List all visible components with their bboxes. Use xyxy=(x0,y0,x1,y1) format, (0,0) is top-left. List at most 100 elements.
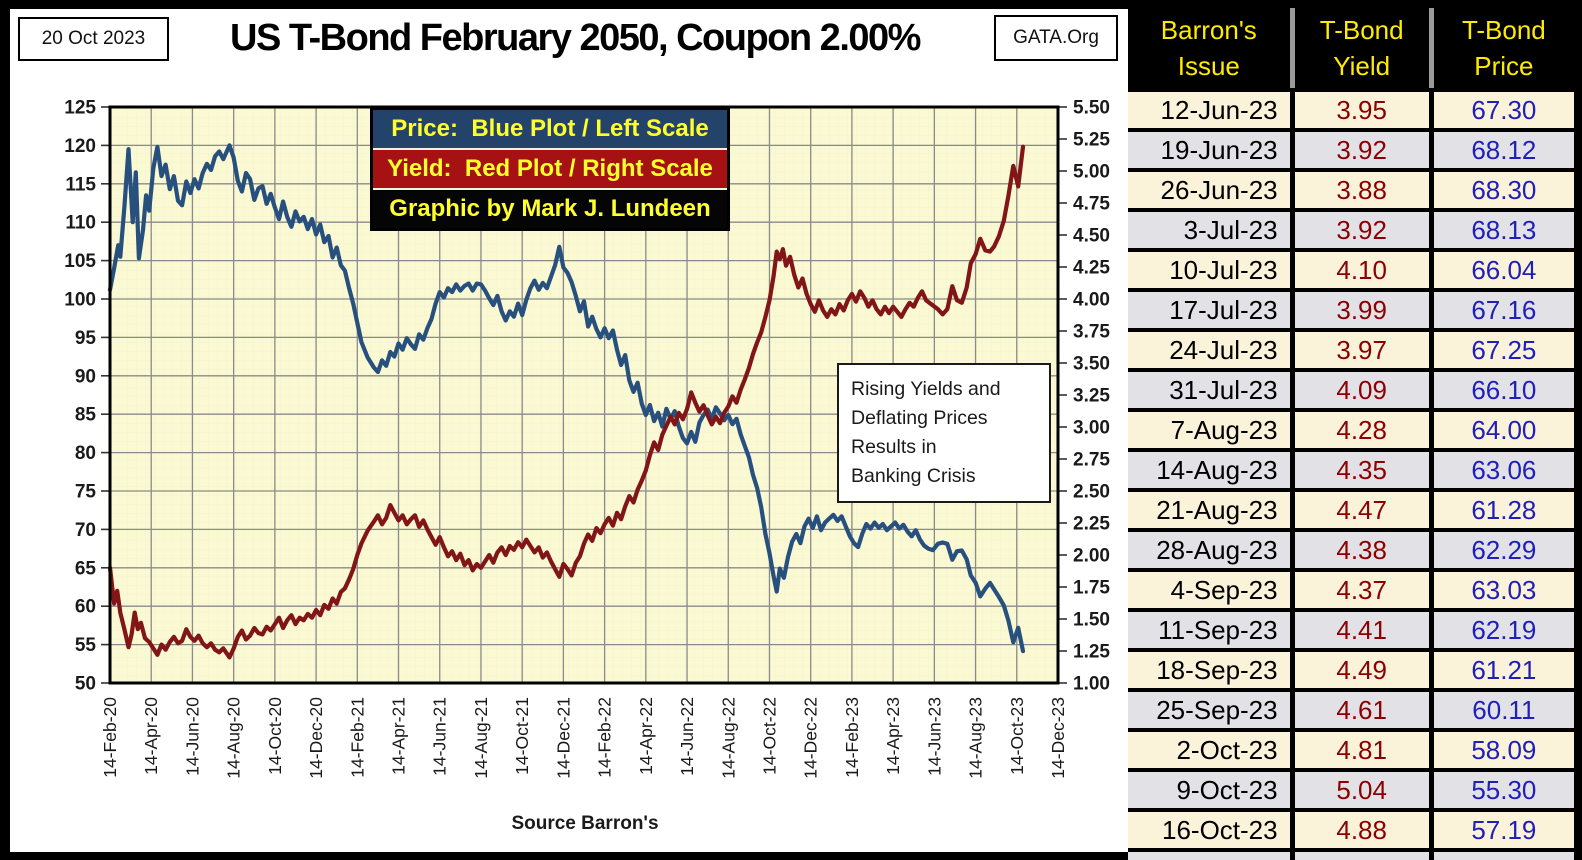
right-axis-tick-label: 1.50 xyxy=(1073,610,1110,631)
left-axis-tick-label: 90 xyxy=(75,366,96,387)
issue-date-cell: 25-Sep-23 xyxy=(1128,692,1290,728)
yield-cell: 5.04 xyxy=(1289,772,1429,808)
issue-date-cell: 7-Aug-23 xyxy=(1128,412,1290,448)
x-axis-tick-label: 14-Dec-23 xyxy=(1048,697,1068,779)
right-axis-tick-label: 4.50 xyxy=(1073,226,1110,247)
table-row: 24-Jul-23 3.97 67.25 xyxy=(1128,332,1574,368)
price-cell: 61.21 xyxy=(1428,652,1574,688)
left-axis-tick-label: 125 xyxy=(64,98,96,119)
x-axis-tick-label: 14-Dec-22 xyxy=(801,697,821,779)
price-cell: 68.30 xyxy=(1428,172,1574,208)
chart-legend: Price: Blue Plot / Left Scale Yield: Red… xyxy=(370,107,730,231)
left-axis-tick-label: 60 xyxy=(75,597,96,618)
table-row: 3-Jul-23 3.92 68.13 xyxy=(1128,212,1574,248)
left-axis-tick-label: 55 xyxy=(75,635,97,656)
table-row: 10-Jul-23 4.10 66.04 xyxy=(1128,252,1574,288)
price-cell: 67.30 xyxy=(1428,92,1574,128)
issue-date-cell: 26-Jun-23 xyxy=(1128,172,1290,208)
date-stamp-box: 20 Oct 2023 xyxy=(18,17,169,61)
table-row: 7-Aug-23 4.28 64.00 xyxy=(1128,412,1574,448)
header-price: T-Bond Price xyxy=(1428,8,1574,88)
price-line xyxy=(107,143,1026,654)
left-axis-tick-label: 65 xyxy=(75,558,97,579)
annotation-line: Banking Crisis xyxy=(851,465,976,487)
issue-date-cell: 23-Oct-23 xyxy=(1128,852,1290,860)
x-axis-tick-label: 14-Dec-21 xyxy=(553,697,573,779)
source-label: Source Barron's xyxy=(511,813,659,834)
left-axis-tick-label: 85 xyxy=(75,405,97,426)
x-axis-tick-label: 14-Jun-23 xyxy=(924,697,944,776)
yield-cell: 3.88 xyxy=(1289,172,1429,208)
x-axis-tick-label: 14-Aug-22 xyxy=(718,697,738,779)
right-axis-tick-label: 5.50 xyxy=(1073,98,1110,119)
issue-date-cell: 12-Jun-23 xyxy=(1128,92,1290,128)
left-axis-tick-label: 100 xyxy=(64,290,96,311)
price-cell: 57.19 xyxy=(1428,812,1574,848)
x-axis-tick-label: 14-Oct-20 xyxy=(265,697,285,775)
table-header-row: Barron's Issue T-Bond Yield T-Bond Price xyxy=(1128,8,1574,88)
yield-cell: 4.61 xyxy=(1289,692,1429,728)
right-axis-tick-label: 1.25 xyxy=(1073,642,1110,663)
legend-price: Price: Blue Plot / Left Scale xyxy=(373,110,727,148)
right-axis-tick-label: 2.00 xyxy=(1073,546,1110,567)
right-axis-tick-label: 4.00 xyxy=(1073,290,1110,311)
yield-cell: 3.95 xyxy=(1289,92,1429,128)
x-axis-tick-label: 14-Feb-21 xyxy=(347,697,367,778)
x-axis-tick-label: 14-Jun-21 xyxy=(430,697,450,776)
chart-panel: 125 120 115 110 105 100 95 90 85 80 75 70 65 60 55 50 5.… xyxy=(10,9,1128,852)
price-cell: 62.29 xyxy=(1428,532,1574,568)
issue-date-cell: 14-Aug-23 xyxy=(1128,452,1290,488)
x-axis-tick-label: 14-Apr-22 xyxy=(636,697,656,775)
x-axis-tick-label: 14-Jun-20 xyxy=(182,697,202,776)
legend-credit: Graphic by Mark J. Lundeen xyxy=(373,188,727,228)
price-cell: 67.25 xyxy=(1428,332,1574,368)
issue-date-cell: 3-Jul-23 xyxy=(1128,212,1290,248)
legend-yield: Yield: Red Plot / Right Scale xyxy=(373,148,727,188)
left-axis-tick-label: 50 xyxy=(75,674,96,695)
price-cell: 64.00 xyxy=(1428,412,1574,448)
right-axis-tick-label: 5.25 xyxy=(1073,130,1110,151)
issue-date-cell: 2-Oct-23 xyxy=(1128,732,1290,768)
date-stamp: 20 Oct 2023 xyxy=(41,28,146,49)
price-cell: 61.28 xyxy=(1428,492,1574,528)
table-row: 28-Aug-23 4.38 62.29 xyxy=(1128,532,1574,568)
table-row: 4-Sep-23 4.37 63.03 xyxy=(1128,572,1574,608)
left-axis-tick-label: 75 xyxy=(75,482,97,503)
x-axis-tick-label: 14-Feb-22 xyxy=(595,697,615,778)
yield-cell: 5.19 xyxy=(1289,852,1429,860)
yield-cell: 4.88 xyxy=(1289,812,1429,848)
price-cell: 60.11 xyxy=(1428,692,1574,728)
table-row: 11-Sep-23 4.41 62.19 xyxy=(1128,612,1574,648)
left-axis-tick-label: 105 xyxy=(64,251,96,272)
yield-cell: 4.38 xyxy=(1289,532,1429,568)
issue-date-cell: 31-Jul-23 xyxy=(1128,372,1290,408)
gata-org-label: GATA.Org xyxy=(1013,27,1099,48)
issue-date-cell: 24-Jul-23 xyxy=(1128,332,1290,368)
header-issue: Barron's Issue xyxy=(1128,8,1290,88)
issue-date-cell: 11-Sep-23 xyxy=(1128,612,1290,648)
right-axis-tick-label: 5.00 xyxy=(1073,162,1110,183)
table-row: 31-Jul-23 4.09 66.10 xyxy=(1128,372,1574,408)
left-axis-tick-label: 95 xyxy=(75,328,97,349)
x-axis-tick-label: 14-Apr-20 xyxy=(141,697,161,775)
table-row: 25-Sep-23 4.61 60.11 xyxy=(1128,692,1574,728)
table-row: 23-Oct-235.1954.15 xyxy=(1128,852,1574,860)
issue-date-cell: 21-Aug-23 xyxy=(1128,492,1290,528)
yield-cell: 3.97 xyxy=(1289,332,1429,368)
x-axis-tick-label: 14-Dec-20 xyxy=(306,697,326,779)
right-axis-tick-label: 3.25 xyxy=(1073,386,1110,407)
yield-cell: 4.09 xyxy=(1289,372,1429,408)
x-axis-tick-label: 14-Apr-23 xyxy=(883,697,903,775)
table-row: 18-Sep-23 4.49 61.21 xyxy=(1128,652,1574,688)
price-cell: 55.30 xyxy=(1428,772,1574,808)
table-row: 21-Aug-23 4.47 61.28 xyxy=(1128,492,1574,528)
x-axis-tick-label: 14-Feb-20 xyxy=(100,697,120,778)
issue-date-cell: 10-Jul-23 xyxy=(1128,252,1290,288)
right-axis-tick-label: 4.25 xyxy=(1073,258,1110,279)
gata-org-box: GATA.Org xyxy=(994,15,1118,61)
x-axis-tick-label: 14-Aug-21 xyxy=(471,697,491,779)
table-row: 19-Jun-23 3.92 68.12 xyxy=(1128,132,1574,168)
price-cell: 67.16 xyxy=(1428,292,1574,328)
table-row: 2-Oct-23 4.81 58.09 xyxy=(1128,732,1574,768)
table-row: 14-Aug-23 4.35 63.06 xyxy=(1128,452,1574,488)
